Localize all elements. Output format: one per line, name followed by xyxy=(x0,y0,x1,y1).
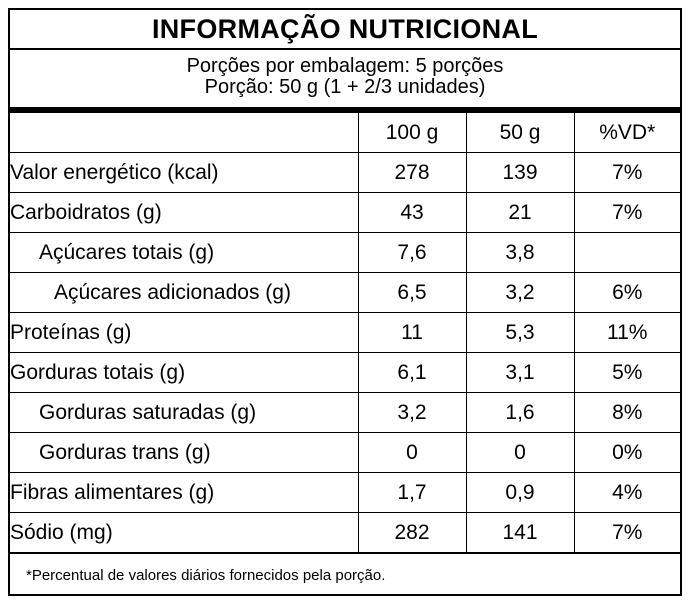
daily-value-percent: 8% xyxy=(573,392,680,433)
value-per-serving: 139 xyxy=(465,152,575,193)
table-row: Sódio (mg) 282 141 7% xyxy=(10,512,680,554)
value-per-serving: 3,1 xyxy=(465,352,575,393)
value-per-100g: 11 xyxy=(357,312,467,353)
table-row: Fibras alimentares (g) 1,7 0,9 4% xyxy=(10,472,680,513)
value-per-100g: 6,1 xyxy=(357,352,467,393)
serving-size: Porção: 50 g (1 + 2/3 unidades) xyxy=(204,76,486,98)
table-row: Gorduras totais (g) 6,1 3,1 5% xyxy=(10,352,680,393)
value-per-100g: 6,5 xyxy=(357,272,467,313)
value-per-100g: 282 xyxy=(357,512,467,554)
value-per-100g: 0 xyxy=(357,432,467,473)
value-per-serving: 3,2 xyxy=(465,272,575,313)
table-row: Gorduras saturadas (g) 3,2 1,6 8% xyxy=(10,392,680,433)
daily-value-percent: 11% xyxy=(573,312,680,353)
nutrient-name: Gorduras saturadas (g) xyxy=(10,392,359,433)
servings-per-package: Porções por embalagem: 5 porções xyxy=(186,55,504,77)
nutrition-facts-label: INFORMAÇÃO NUTRICIONAL Porções por embal… xyxy=(8,8,682,596)
header-per-100g: 100 g xyxy=(357,113,467,153)
value-per-serving: 3,8 xyxy=(465,232,575,273)
value-per-serving: 0 xyxy=(465,432,575,473)
daily-value-percent: 7% xyxy=(573,152,680,193)
table-row: Valor energético (kcal) 278 139 7% xyxy=(10,152,680,193)
value-per-100g: 1,7 xyxy=(357,472,467,513)
nutrient-name: Valor energético (kcal) xyxy=(10,152,359,193)
header-per-serving: 50 g xyxy=(465,113,575,153)
header-row: 100 g 50 g %VD* xyxy=(10,113,680,153)
table-row: Proteínas (g) 11 5,3 11% xyxy=(10,312,680,353)
nutrient-name: Açúcares adicionados (g) xyxy=(10,272,359,313)
nutrient-name: Sódio (mg) xyxy=(10,512,359,554)
nutrition-table: 100 g 50 g %VD* Valor energético (kcal) … xyxy=(10,113,680,554)
header-daily-value: %VD* xyxy=(573,113,680,153)
daily-value-percent: 6% xyxy=(573,272,680,313)
value-per-serving: 1,6 xyxy=(465,392,575,433)
table-row: Açúcares adicionados (g) 6,5 3,2 6% xyxy=(10,272,680,313)
table-row: Açúcares totais (g) 7,6 3,8 xyxy=(10,232,680,273)
serving-info: Porções por embalagem: 5 porções Porção:… xyxy=(10,50,680,107)
daily-value-percent: 7% xyxy=(573,192,680,233)
table-row: Carboidratos (g) 43 21 7% xyxy=(10,192,680,233)
nutrient-name: Gorduras trans (g) xyxy=(10,432,359,473)
value-per-serving: 141 xyxy=(465,512,575,554)
nutrient-name: Proteínas (g) xyxy=(10,312,359,353)
header-nutrient xyxy=(10,113,359,153)
label-title: INFORMAÇÃO NUTRICIONAL xyxy=(10,10,680,50)
daily-value-percent: 5% xyxy=(573,352,680,393)
value-per-100g: 43 xyxy=(357,192,467,233)
nutrient-name: Carboidratos (g) xyxy=(10,192,359,233)
footnote: *Percentual de valores diários fornecido… xyxy=(26,567,386,584)
value-per-serving: 5,3 xyxy=(465,312,575,353)
daily-value-percent: 0% xyxy=(573,432,680,473)
nutrient-name: Gorduras totais (g) xyxy=(10,352,359,393)
daily-value-percent xyxy=(573,232,680,273)
value-per-serving: 0,9 xyxy=(465,472,575,513)
value-per-100g: 3,2 xyxy=(357,392,467,433)
nutrient-name: Açúcares totais (g) xyxy=(10,232,359,273)
value-per-serving: 21 xyxy=(465,192,575,233)
value-per-100g: 7,6 xyxy=(357,232,467,273)
value-per-100g: 278 xyxy=(357,152,467,193)
table-row: Gorduras trans (g) 0 0 0% xyxy=(10,432,680,473)
thick-divider xyxy=(10,107,680,113)
daily-value-percent: 4% xyxy=(573,472,680,513)
nutrient-name: Fibras alimentares (g) xyxy=(10,472,359,513)
daily-value-percent: 7% xyxy=(573,512,680,554)
